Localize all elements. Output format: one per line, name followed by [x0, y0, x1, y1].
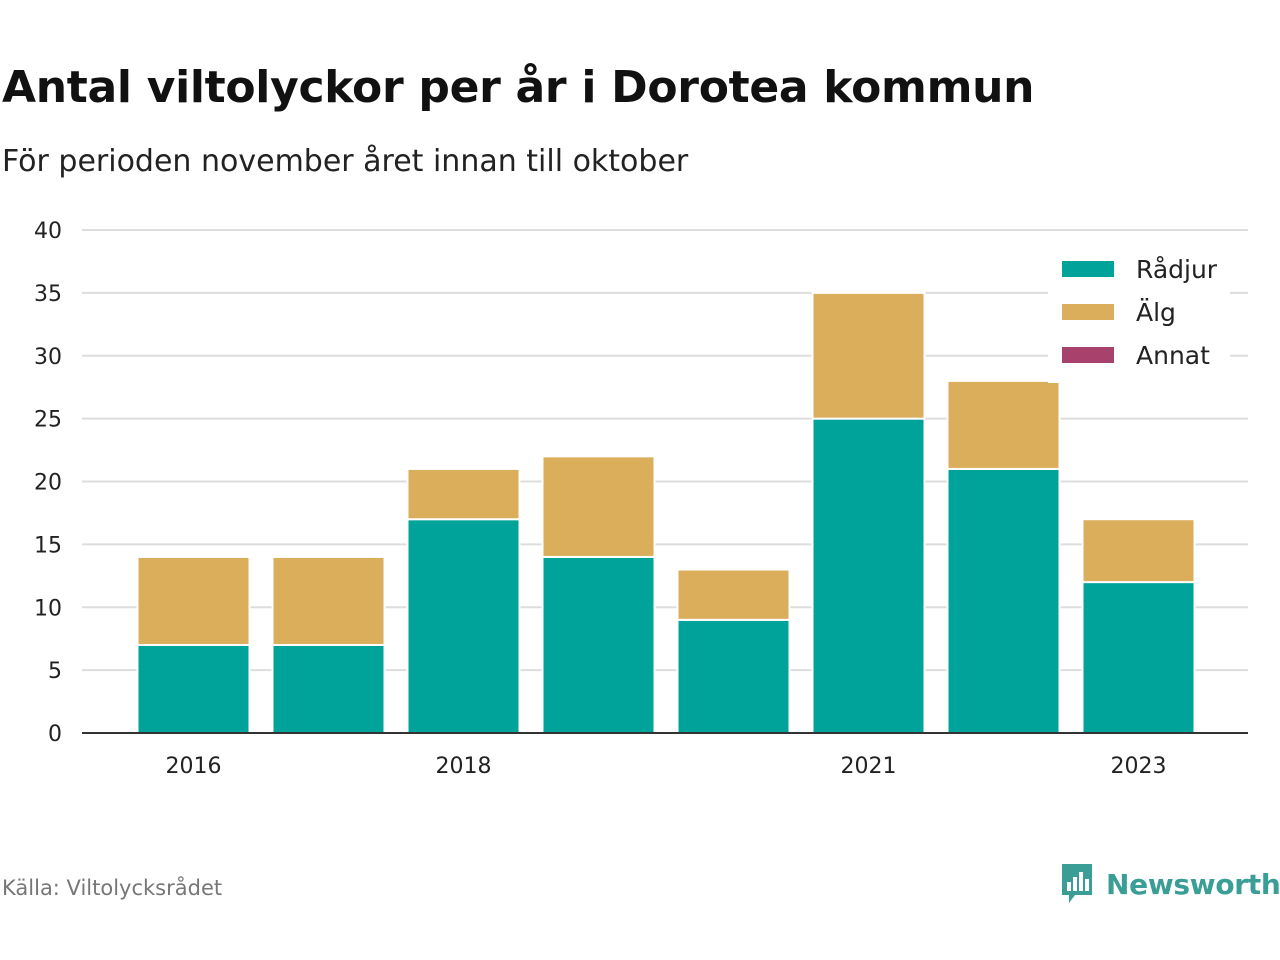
legend-swatch — [1062, 261, 1114, 277]
bar-segment-rådjur — [811, 417, 926, 734]
x-tick-label: 2021 — [841, 754, 897, 779]
y-tick-label: 40 — [34, 219, 62, 244]
bar-segment-älg — [946, 379, 1061, 470]
y-tick-label: 10 — [34, 596, 62, 621]
bar-segment-rådjur — [271, 643, 386, 734]
source-note: Källa: Viltolycksrådet — [2, 876, 223, 900]
y-tick-label: 25 — [34, 408, 62, 433]
bar-segment-rådjur — [946, 467, 1061, 734]
y-axis-labels: 0 5 10 15 20 25 30 35 40 — [34, 219, 62, 747]
legend-label: Rådjur — [1136, 255, 1218, 284]
bar-segment-rådjur — [676, 618, 791, 735]
bar-segment-älg — [541, 455, 656, 558]
legend-swatch — [1062, 304, 1114, 320]
y-tick-label: 20 — [34, 471, 62, 496]
x-tick-label: 2023 — [1111, 754, 1167, 779]
y-tick-label: 5 — [48, 659, 62, 684]
y-tick-label: 0 — [48, 722, 62, 747]
bar-segment-älg — [136, 555, 251, 646]
bar-segment-rådjur — [1081, 581, 1196, 734]
x-tick-label: 2016 — [166, 754, 222, 779]
bars — [136, 291, 1196, 735]
bar-chart: 0 5 10 15 20 25 30 35 40 2016 2018 2021 2023 Rådjur… — [34, 219, 1248, 779]
y-tick-label: 35 — [34, 282, 62, 307]
newsworthy-logo-icon — [1062, 864, 1092, 903]
legend-label: Annat — [1136, 341, 1210, 370]
legend-swatch — [1062, 347, 1114, 363]
bar-segment-älg — [811, 291, 926, 420]
bar-segment-älg — [1081, 518, 1196, 584]
bar-segment-älg — [406, 467, 521, 521]
bar-segment-rådjur — [136, 643, 251, 734]
legend-label: Älg — [1136, 298, 1176, 327]
y-tick-label: 30 — [34, 345, 62, 370]
y-tick-label: 15 — [34, 533, 62, 558]
x-axis-labels: 2016 2018 2021 2023 — [166, 754, 1167, 779]
x-tick-label: 2018 — [436, 754, 492, 779]
legend: Rådjur Älg Annat — [1048, 245, 1230, 383]
bar-segment-älg — [271, 555, 386, 646]
brand-logo: Newsworthy — [1060, 862, 1280, 906]
bar-segment-rådjur — [541, 555, 656, 735]
bar-segment-rådjur — [406, 518, 521, 734]
bar-segment-älg — [676, 568, 791, 621]
chart-title: Antal viltolyckor per år i Dorotea kommu… — [2, 62, 1035, 113]
chart-subtitle: För perioden november året innan till ok… — [2, 144, 689, 179]
brand-name: Newsworthy — [1106, 867, 1280, 901]
